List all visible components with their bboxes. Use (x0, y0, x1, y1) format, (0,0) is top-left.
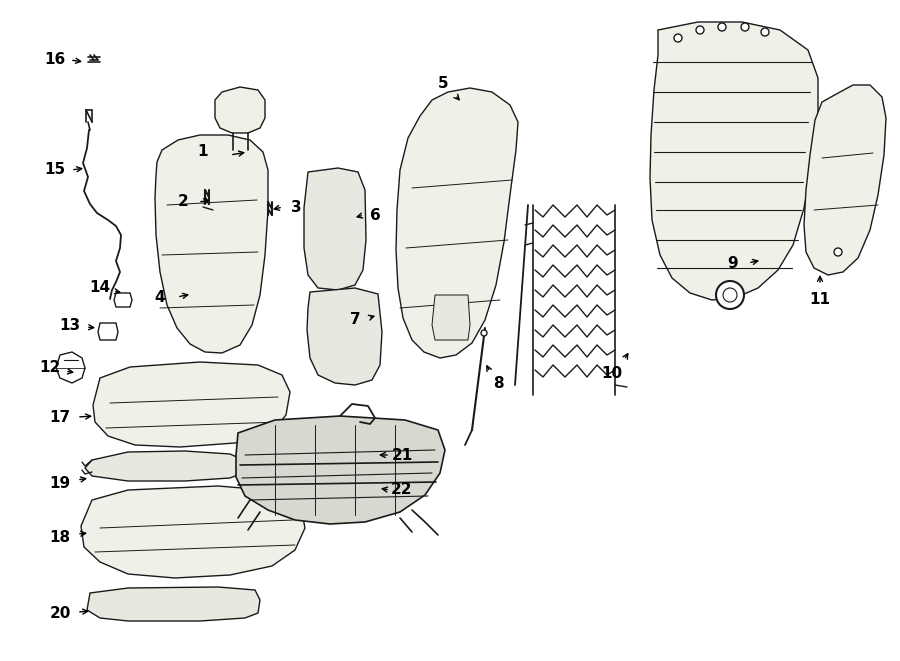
Text: 7: 7 (350, 313, 360, 327)
Polygon shape (87, 587, 260, 621)
Polygon shape (85, 451, 248, 481)
Polygon shape (155, 135, 268, 353)
Polygon shape (114, 293, 132, 307)
Text: 20: 20 (50, 605, 71, 621)
Text: 22: 22 (392, 483, 413, 498)
Circle shape (741, 23, 749, 31)
Text: 3: 3 (291, 200, 302, 215)
Text: 21: 21 (392, 447, 412, 463)
Circle shape (716, 281, 744, 309)
Circle shape (723, 288, 737, 302)
Circle shape (718, 23, 726, 31)
Text: 11: 11 (809, 293, 831, 307)
Text: 6: 6 (370, 208, 381, 223)
Text: 12: 12 (40, 360, 60, 375)
Text: 1: 1 (198, 145, 208, 159)
Text: 5: 5 (437, 75, 448, 91)
Polygon shape (215, 87, 265, 133)
Polygon shape (804, 85, 886, 275)
Text: 8: 8 (492, 375, 503, 391)
Polygon shape (236, 416, 445, 524)
Text: 2: 2 (177, 194, 188, 210)
Polygon shape (650, 22, 818, 300)
Polygon shape (396, 88, 518, 358)
Circle shape (674, 34, 682, 42)
Circle shape (761, 28, 769, 36)
Text: 16: 16 (44, 52, 66, 67)
Polygon shape (56, 352, 85, 383)
Polygon shape (98, 323, 118, 340)
Text: 4: 4 (155, 290, 166, 305)
Text: 13: 13 (59, 317, 81, 332)
Polygon shape (93, 362, 290, 447)
Circle shape (834, 248, 842, 256)
Polygon shape (304, 168, 366, 290)
Polygon shape (307, 288, 382, 385)
Text: 18: 18 (50, 529, 70, 545)
Text: 19: 19 (50, 475, 70, 490)
Polygon shape (81, 486, 305, 578)
Text: 14: 14 (89, 280, 111, 295)
Circle shape (696, 26, 704, 34)
Text: 9: 9 (728, 256, 738, 270)
Text: 10: 10 (601, 366, 623, 381)
Circle shape (481, 330, 487, 336)
Polygon shape (432, 295, 470, 340)
Text: 15: 15 (44, 163, 66, 178)
Text: 17: 17 (50, 410, 70, 424)
